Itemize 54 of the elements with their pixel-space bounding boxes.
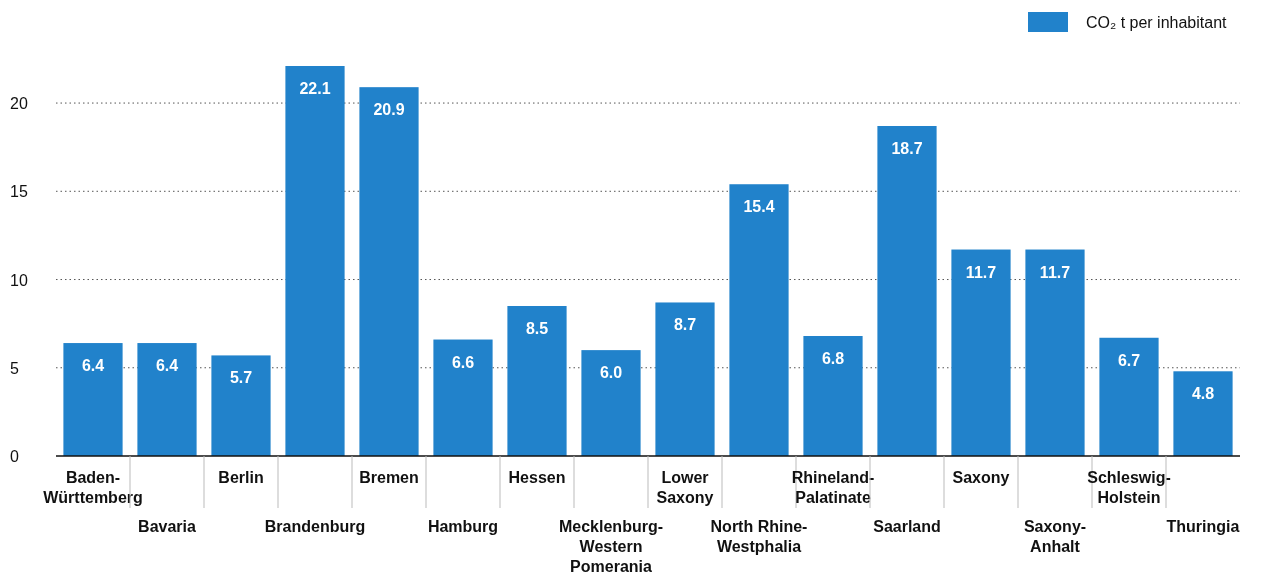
x-tick-label: Brandenburg bbox=[264, 518, 366, 535]
x-tick-label: Lower Saxony bbox=[656, 469, 714, 506]
text: 4.8 bbox=[1191, 385, 1215, 403]
x-tick-label: North Rhine- Westphalia bbox=[710, 518, 808, 555]
text: 6.0 bbox=[599, 364, 623, 382]
y-tick-label: 5 bbox=[10, 359, 19, 377]
x-tick-label: Rhineland- Palatinate bbox=[791, 469, 875, 506]
bar bbox=[581, 350, 641, 456]
y-tick-label: 15 bbox=[10, 183, 28, 201]
bar bbox=[63, 343, 123, 456]
bar bbox=[803, 336, 863, 456]
y-tick-label: 0 bbox=[10, 448, 19, 465]
text: 5.7 bbox=[229, 369, 253, 387]
bar bbox=[951, 249, 1011, 456]
bar bbox=[359, 87, 419, 456]
x-tick-label: Saarland bbox=[873, 518, 941, 535]
x-tick-label: Bavaria bbox=[138, 518, 197, 535]
x-tick-label: Hamburg bbox=[427, 518, 499, 535]
text: 15.4 bbox=[743, 198, 775, 216]
bar bbox=[1099, 337, 1159, 456]
text: 6.4 bbox=[81, 357, 105, 375]
x-tick-label: Berlin bbox=[218, 469, 264, 486]
bar bbox=[137, 343, 197, 456]
x-tick-label: Mecklenburg- Western Pomerania bbox=[558, 518, 664, 575]
bar bbox=[211, 355, 271, 456]
x-tick-label: Saxony- Anhalt bbox=[1023, 518, 1087, 555]
x-tick-label: Saxony bbox=[952, 469, 1010, 486]
x-tick-label: Thuringia bbox=[1166, 518, 1240, 535]
x-tick-label: Baden- Württemberg bbox=[43, 469, 143, 506]
bar bbox=[1173, 371, 1233, 456]
bar bbox=[729, 184, 789, 456]
text: 6.6 bbox=[451, 353, 475, 371]
text: 22.1 bbox=[299, 80, 331, 97]
text: 18.7 bbox=[891, 140, 923, 157]
x-tick-label: Bremen bbox=[359, 469, 419, 486]
text: 8.7 bbox=[673, 316, 697, 334]
y-tick-label: 10 bbox=[10, 271, 28, 289]
bar bbox=[433, 339, 493, 456]
legend-label: CO₂ t per inhabitant bbox=[1086, 14, 1228, 31]
bar bbox=[1025, 249, 1085, 456]
text: 20.9 bbox=[373, 101, 405, 119]
text: 6.4 bbox=[155, 357, 179, 375]
bar bbox=[655, 302, 715, 456]
bar bbox=[285, 66, 345, 456]
text: 6.8 bbox=[821, 350, 845, 367]
text: 8.5 bbox=[525, 320, 549, 337]
x-tick-label: Hessen bbox=[508, 469, 566, 486]
bar bbox=[507, 306, 567, 456]
bar bbox=[877, 126, 937, 456]
text: 11.7 bbox=[965, 263, 997, 281]
x-tick-label: Schleswig- Holstein bbox=[1087, 469, 1171, 506]
text: 11.7 bbox=[1039, 263, 1071, 281]
y-tick-label: 20 bbox=[10, 95, 28, 113]
text: 6.7 bbox=[1117, 351, 1141, 369]
